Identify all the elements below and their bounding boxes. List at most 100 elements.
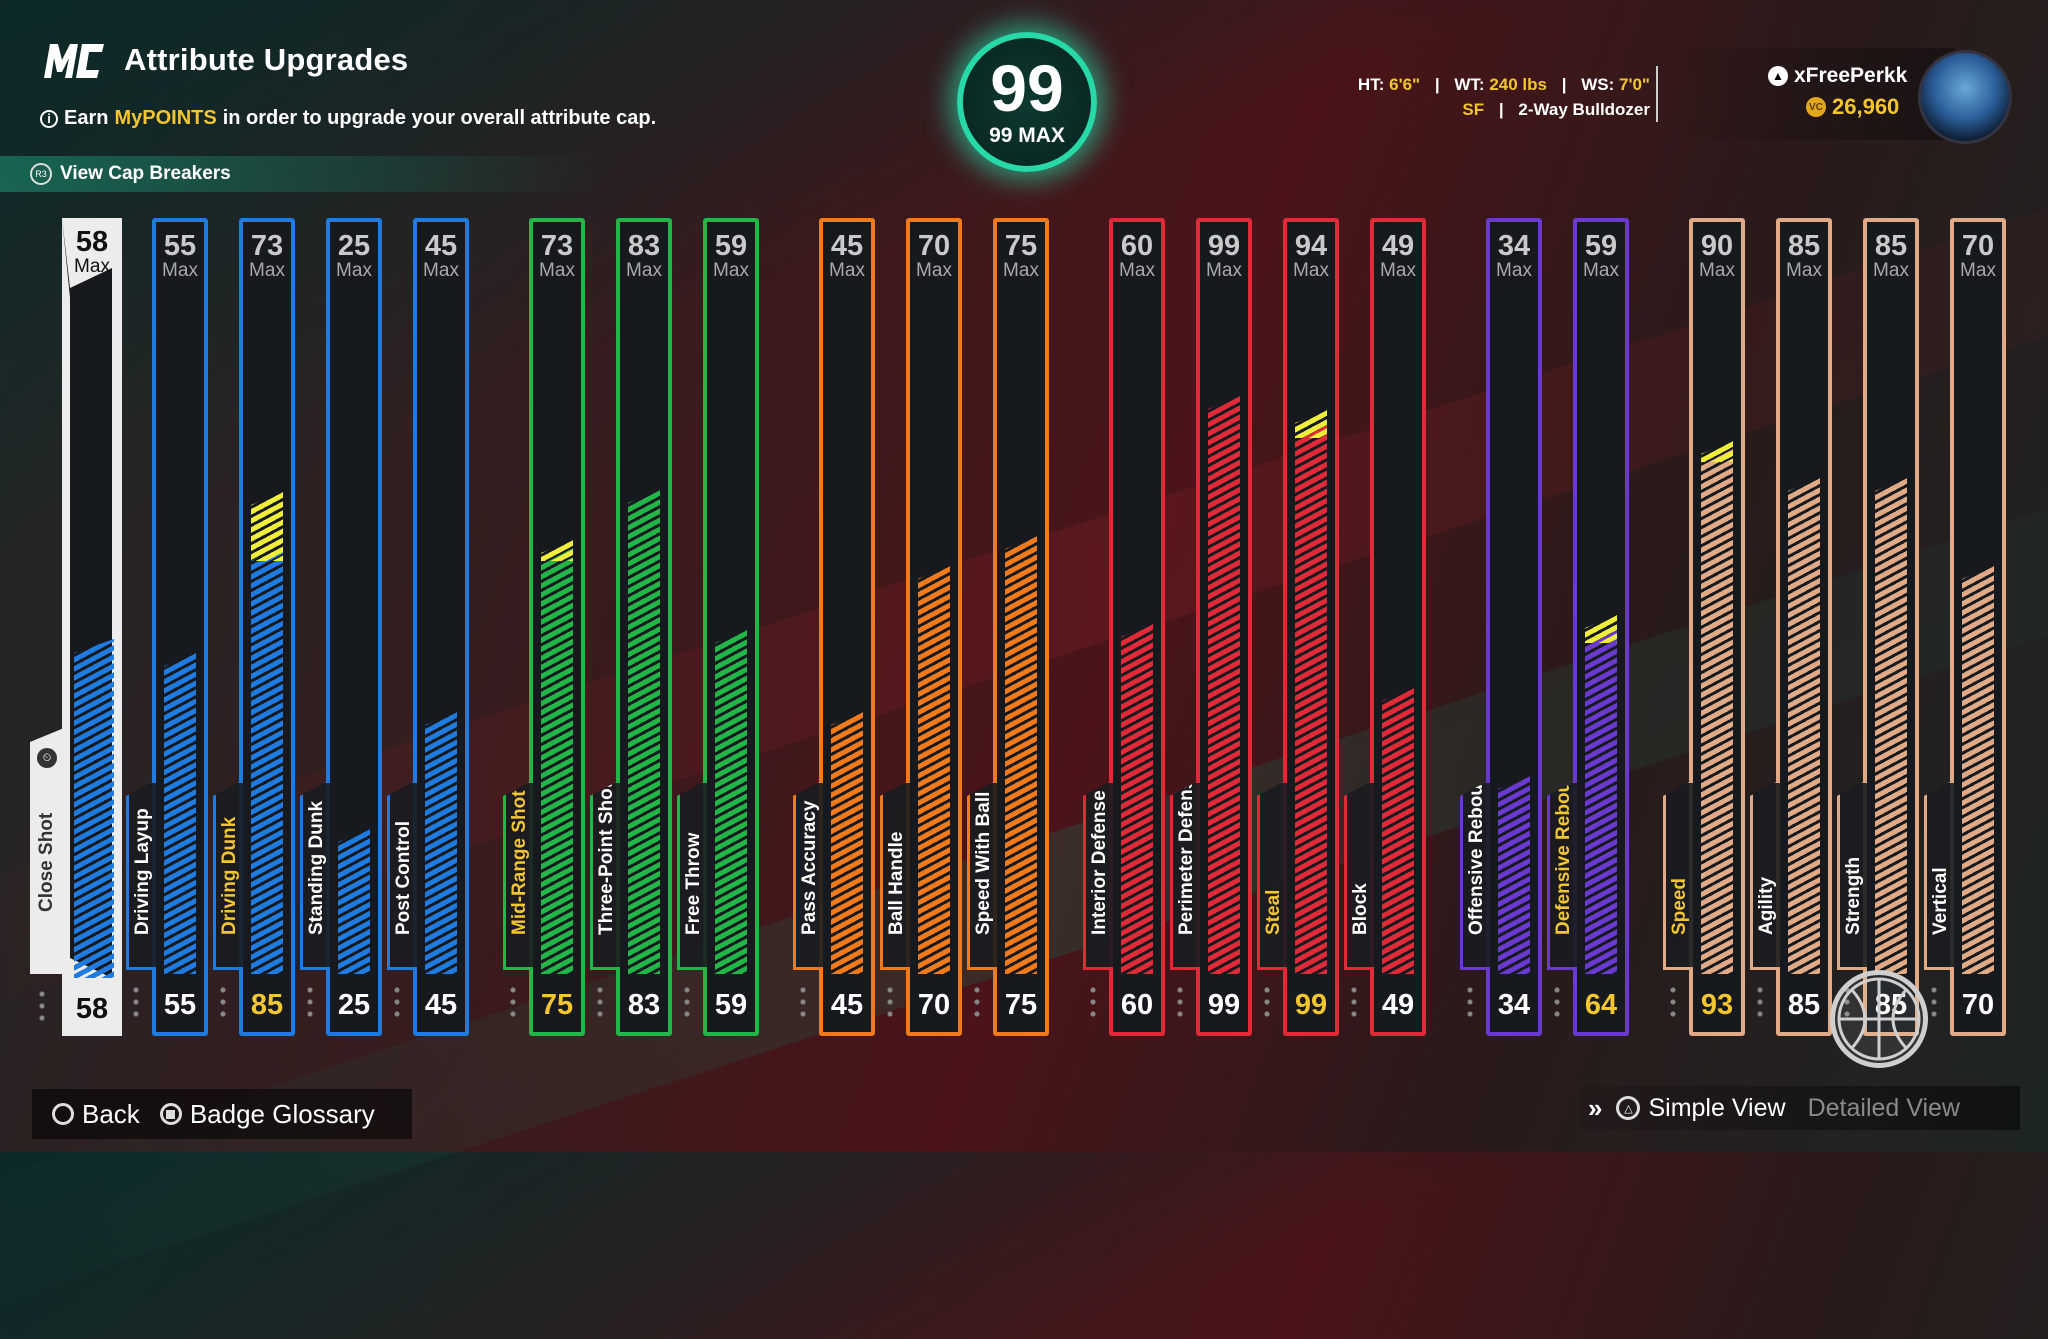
attribute-max-label: Max [1206,260,1242,281]
attribute-bar-interior-defense[interactable]: 60 Max 60 Interior Defense [1083,218,1165,1036]
attribute-max-label: Max [626,260,662,281]
attribute-bar-three-point-shot[interactable]: 83 Max 83 Three-Point Shot [590,218,672,1036]
upgrade-fill [1701,440,1733,462]
attribute-name-tab: Perimeter Defense [1170,780,1200,970]
attribute-bar-standing-dunk[interactable]: 25 Max 25 Standing Dunk [300,218,382,1036]
attribute-current-value: 58 [75,993,109,1025]
attribute-current-value: 25 [337,989,371,1021]
r3-button-icon: R3 [30,163,52,185]
attribute-name: Interior Defense [1088,790,1110,935]
attribute-name: Close Shot [36,812,57,912]
simple-view-option[interactable]: Simple View [1648,1093,1786,1122]
attribute-current-value: 45 [830,989,864,1021]
attribute-fill [251,547,283,974]
attribute-name-tab: Offensive Rebound [1460,780,1490,970]
build-name: 2-Way Bulldozer [1518,100,1650,119]
attribute-fill [425,711,457,974]
attribute-bar-driving-dunk[interactable]: 73 Max 85 Driving Dunk [213,218,295,1036]
attribute-current-value: 83 [627,989,661,1021]
attribute-max-value: 85 [1787,230,1821,262]
badge-glossary-button[interactable]: Badge Glossary [159,1099,375,1130]
badge-dots-icon [1090,984,1096,1020]
attribute-current-value: 55 [163,989,197,1021]
back-button[interactable]: Back [52,1099,140,1130]
attribute-max-value: 45 [830,230,864,262]
vc-balance: VC 26,960 [1806,94,1899,120]
detailed-view-option[interactable]: Detailed View [1807,1093,1960,1122]
attribute-bar-post-control[interactable]: 45 Max 45 Post Control [387,218,469,1036]
avatar [1918,50,2012,144]
attribute-fill [1585,629,1617,974]
footer-controls: Back Badge Glossary [32,1089,412,1139]
attribute-max-value: 58 [75,226,109,258]
attribute-bar-free-throw[interactable]: 59 Max 59 Free Throw [677,218,759,1036]
attribute-name-tab: Driving Layup [126,780,156,970]
attribute-current-value: 75 [540,989,574,1021]
attribute-max-label: Max [1293,260,1329,281]
attribute-bar-close-shot[interactable]: 58 Max 58 ⏲ Close Shot [30,218,122,1036]
attribute-name: Agility [1755,876,1777,935]
attribute-max-label: Max [249,260,285,281]
attribute-name-tab: Ball Handle [880,780,910,970]
attribute-bar-ball-handle[interactable]: 70 Max 70 Ball Handle [880,218,962,1036]
attribute-current-value: 99 [1294,989,1328,1021]
attribute-max-value: 94 [1294,230,1328,262]
attribute-fill [1962,565,1994,974]
attribute-bar-perimeter-defense[interactable]: 99 Max 99 Perimeter Defense [1170,218,1252,1036]
attribute-bar-strength[interactable]: 85 Max 85 Strength [1837,218,1919,1036]
attribute-current-value: 85 [1787,989,1821,1021]
attribute-name-tab: Driving Dunk [213,780,243,970]
attribute-bar-driving-layup[interactable]: 55 Max 55 Driving Layup [126,218,208,1036]
attribute-name-tab: Strength [1837,780,1867,970]
attribute-bar-block[interactable]: 49 Max 49 Block [1344,218,1426,1036]
circle-button-icon [52,1103,74,1125]
badge-dots-icon [133,984,139,1020]
attribute-max-value: 59 [1584,230,1618,262]
attribute-bar-speed[interactable]: 90 Max 93 Speed [1663,218,1745,1036]
attribute-name-tab: ⏲ Close Shot [30,728,64,974]
attribute-bar-speed-with-ball[interactable]: 75 Max 75 Speed With Ball [967,218,1049,1036]
attribute-fill [918,565,950,974]
attribute-bar-mid-range-shot[interactable]: 73 Max 75 Mid-Range Shot [503,218,585,1036]
attribute-max-value: 59 [714,230,748,262]
attribute-name: Standing Dunk [305,800,327,935]
attribute-fill [1382,687,1414,974]
attribute-max-value: 73 [540,230,574,262]
attribute-max-value: 73 [250,230,284,262]
attribute-max-label: Max [423,260,459,281]
attribute-bar-agility[interactable]: 85 Max 85 Agility [1750,218,1832,1036]
gamertag-text: xFreePerkk [1794,64,1908,87]
attribute-name: Pass Accuracy [798,800,820,935]
badge-dots-icon [510,984,516,1020]
attribute-bar-vertical[interactable]: 70 Max 70 Vertical [1924,218,2006,1036]
attribute-name-tab: Three-Point Shot [590,780,620,970]
attribute-name: Driving Layup [131,808,153,935]
attribute-bar-steal[interactable]: 94 Max 99 Steal [1257,218,1339,1036]
attribute-bar-pass-accuracy[interactable]: 45 Max 45 Pass Accuracy [793,218,875,1036]
view-cap-breakers-button[interactable]: R3 View Cap Breakers [0,156,600,192]
attribute-max-label: Max [1960,260,1996,281]
attribute-name-tab: Pass Accuracy [793,780,823,970]
attribute-fill [1498,775,1530,974]
attribute-name-tab: Defensive Rebound [1547,780,1577,970]
attribute-bar-offensive-rebound[interactable]: 34 Max 34 Offensive Rebound [1460,218,1542,1036]
attribute-bar-defensive-rebound[interactable]: 59 Max 64 Defensive Rebound [1547,218,1629,1036]
attribute-name: Block [1349,883,1371,935]
player-tag-panel [1665,48,1955,140]
attribute-max-value: 90 [1700,230,1734,262]
vc-coin-icon: VC [1806,97,1826,117]
attribute-fill [1701,448,1733,974]
attribute-current-value: 93 [1700,989,1734,1021]
overall-rating-badge: 99 99 MAX [957,32,1097,172]
mycareer-logo [44,44,104,78]
gamertag: ▲ xFreePerkk [1768,64,1907,88]
attribute-name-tab: Speed [1663,780,1693,970]
attribute-current-value: 45 [424,989,458,1021]
badge-dots-icon [1554,984,1560,1020]
badge-dots-icon [39,988,45,1024]
badge-dots-icon [307,984,313,1020]
attribute-max-label: Max [1119,260,1155,281]
attribute-current-value: 70 [917,989,951,1021]
attribute-fill [628,489,660,974]
attribute-max-value: 75 [1004,230,1038,262]
